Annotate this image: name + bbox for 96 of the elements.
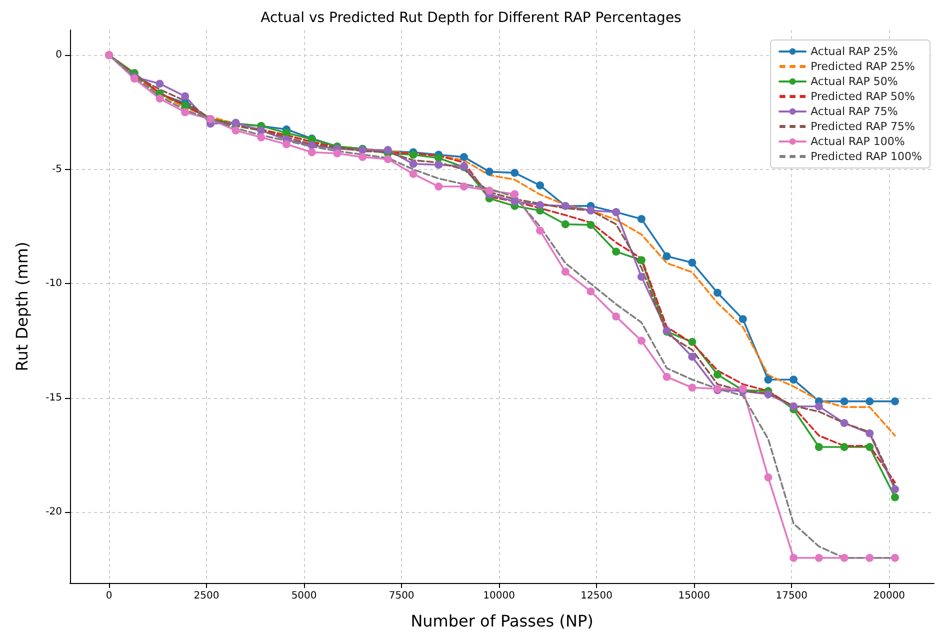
- point: [688, 258, 696, 267]
- legend-label: Predicted RAP 50%: [810, 90, 916, 103]
- point: [282, 140, 290, 148]
- point: [891, 485, 899, 494]
- point: [434, 154, 443, 162]
- x-axis-title: Number of Passes (NP): [410, 612, 594, 630]
- point: [714, 370, 722, 379]
- point: [308, 141, 316, 150]
- legend-label: Predicted RAP 75%: [810, 120, 916, 133]
- point: [688, 384, 696, 392]
- point: [637, 336, 646, 345]
- point: [866, 443, 874, 452]
- point: [460, 153, 468, 162]
- y-tick-label: -15: [46, 392, 62, 404]
- point: [814, 443, 823, 452]
- legend-label: Predicted RAP 25%: [810, 60, 916, 73]
- y-tick-label: -10: [46, 278, 62, 290]
- point: [790, 554, 798, 562]
- legend-label: Actual RAP 25%: [810, 45, 898, 58]
- point: [232, 126, 240, 135]
- point: [790, 402, 798, 410]
- point: [738, 315, 747, 324]
- point: [612, 248, 620, 256]
- x-tick-label: 2500: [194, 590, 220, 602]
- point: [688, 352, 696, 361]
- x-tick-label: 20000: [873, 590, 906, 602]
- point: [485, 186, 494, 195]
- point: [586, 206, 595, 215]
- x-tick-label: 0: [106, 590, 112, 602]
- point: [586, 220, 595, 229]
- point: [409, 170, 418, 178]
- point: [561, 220, 570, 228]
- point: [891, 554, 899, 562]
- point: [510, 168, 519, 177]
- x-tick-label: 12500: [580, 590, 612, 602]
- point: [434, 182, 443, 191]
- y-axis-title: Rut Depth (mm): [12, 242, 32, 372]
- x-tick-label: 5000: [291, 590, 317, 602]
- point: [358, 153, 367, 162]
- point: [561, 268, 570, 276]
- point: [510, 190, 519, 198]
- legend-label: Predicted RAP 100%: [810, 150, 922, 163]
- point: [536, 226, 544, 235]
- point: [866, 554, 874, 562]
- point: [384, 155, 392, 164]
- point: [814, 554, 823, 562]
- point: [662, 252, 671, 260]
- y-tick-label: -5: [52, 164, 62, 175]
- point: [840, 419, 848, 428]
- point: [156, 94, 164, 103]
- point: [536, 181, 544, 190]
- x-tick-label: 17500: [776, 590, 808, 602]
- point: [866, 397, 874, 406]
- point: [181, 108, 190, 116]
- y-tick-label: -20: [46, 506, 62, 518]
- point: [257, 126, 266, 135]
- point: [814, 402, 823, 410]
- point: [485, 168, 494, 176]
- point: [586, 287, 595, 296]
- point: [460, 182, 468, 191]
- point: [840, 443, 848, 452]
- point: [181, 92, 190, 100]
- point: [688, 338, 696, 346]
- point: [612, 312, 620, 321]
- x-tick-label: 10000: [483, 590, 515, 602]
- point: [510, 197, 519, 206]
- point: [637, 272, 646, 281]
- point: [536, 201, 544, 210]
- point: [764, 473, 772, 482]
- x-tick-label: 7500: [388, 590, 414, 602]
- point: [637, 256, 646, 264]
- legend-label: Actual RAP 75%: [810, 105, 898, 118]
- point: [840, 554, 848, 562]
- x-tick-label: 15000: [678, 590, 710, 602]
- point: [282, 128, 290, 137]
- legend-label: Actual RAP 100%: [810, 135, 905, 148]
- point: [840, 397, 848, 406]
- point: [637, 214, 646, 223]
- point: [790, 376, 798, 384]
- point: [308, 148, 316, 156]
- point: [866, 429, 874, 438]
- point: [662, 372, 671, 381]
- y-tick-label: 0: [56, 50, 62, 61]
- point: [257, 133, 266, 142]
- point: [156, 80, 164, 88]
- point: [714, 288, 722, 297]
- point: [764, 376, 772, 384]
- point: [409, 150, 418, 159]
- point: [333, 149, 342, 158]
- point: [764, 390, 772, 398]
- chart-title: Actual vs Predicted Rut Depth for Different RAP Percentages: [260, 10, 682, 26]
- point: [434, 160, 443, 169]
- point: [409, 160, 418, 168]
- point: [891, 397, 899, 406]
- legend-label: Actual RAP 50%: [810, 75, 898, 88]
- point: [891, 493, 899, 502]
